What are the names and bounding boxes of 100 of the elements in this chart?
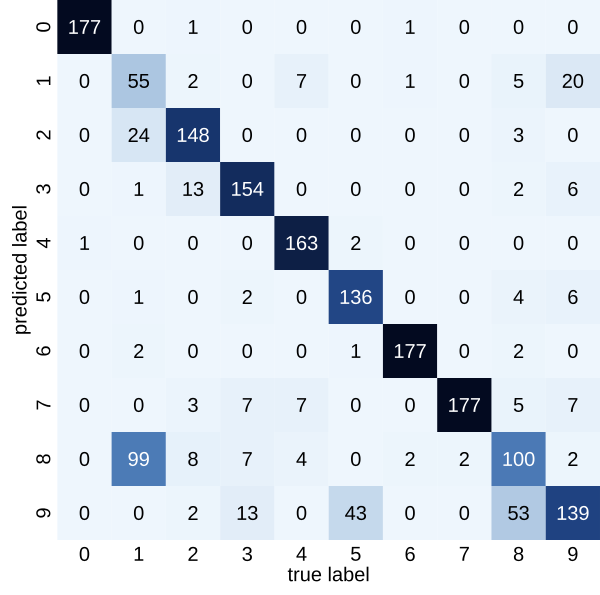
data-label: 0 [134, 398, 144, 412]
data-label: 0 [134, 236, 144, 250]
data-label: 0 [188, 236, 198, 250]
data-label: 0 [242, 344, 252, 358]
data-label: 0 [405, 236, 415, 250]
data-label: 0 [514, 20, 524, 34]
data-label: 0 [80, 398, 90, 412]
data-label: 7 [242, 398, 252, 412]
data-label: 0 [460, 236, 470, 250]
data-label: 0 [405, 398, 415, 412]
data-label: 0 [460, 20, 470, 34]
data-label: 0 [296, 182, 306, 196]
data-label: 2 [188, 74, 198, 88]
data-label: 0 [134, 506, 144, 520]
x-tick-label: 6 [406, 547, 415, 562]
data-label: 0 [80, 344, 90, 358]
data-label: 0 [188, 290, 198, 304]
data-label: 0 [351, 398, 361, 412]
data-label: 0 [514, 236, 524, 250]
data-label: 2 [568, 452, 578, 466]
data-label: 2 [406, 452, 415, 466]
data-label: 13 [183, 182, 204, 196]
data-label: 8 [188, 452, 198, 466]
data-label: 163 [286, 236, 318, 250]
data-label: 0 [460, 290, 470, 304]
data-label: 0 [242, 74, 252, 88]
data-label: 0 [242, 236, 252, 250]
data-label: 0 [242, 20, 252, 34]
data-label: 2 [351, 236, 360, 250]
data-label: 0 [80, 506, 90, 520]
data-label: 0 [80, 74, 90, 88]
data-label: 1 [134, 182, 144, 196]
data-label: 2 [134, 344, 144, 358]
data-label: 3 [514, 128, 524, 142]
data-label: 0 [80, 128, 90, 142]
x-tick-label: 0 [80, 547, 90, 562]
data-label: 0 [351, 182, 361, 196]
data-label: 177 [449, 398, 480, 412]
data-label: 99 [128, 452, 149, 466]
y-tick-label: 1 [36, 76, 50, 86]
x-tick-label: 1 [134, 547, 144, 561]
data-label: 7 [242, 452, 252, 466]
data-label: 4 [513, 290, 524, 304]
data-label: 154 [232, 182, 264, 196]
x-tick-label: 3 [242, 547, 252, 562]
data-label: 0 [568, 344, 578, 358]
data-label: 24 [128, 128, 150, 142]
data-label: 2 [242, 290, 252, 304]
data-label: 1 [406, 74, 415, 88]
data-label: 0 [134, 20, 144, 34]
data-label: 0 [351, 128, 361, 142]
data-label: 7 [568, 398, 578, 412]
x-tick-label: 8 [514, 547, 524, 562]
y-tick-label: 3 [36, 184, 50, 194]
data-label: 0 [405, 128, 415, 142]
y-tick-label: 2 [36, 130, 50, 140]
data-label: 0 [460, 506, 470, 520]
x-axis-title: true label [288, 566, 368, 582]
data-label: 2 [188, 506, 198, 520]
data-label: 7 [296, 398, 306, 412]
data-label: 0 [242, 128, 252, 142]
data-label: 0 [296, 506, 306, 520]
data-label: 43 [345, 506, 366, 520]
data-label: 0 [460, 74, 470, 88]
data-label: 4 [296, 452, 307, 466]
data-label: 2 [514, 182, 524, 196]
data-label: 0 [405, 182, 415, 196]
data-label: 55 [128, 74, 150, 88]
x-tick-label: 5 [351, 547, 361, 562]
x-tick-label: 2 [188, 547, 198, 562]
data-label: 136 [340, 290, 372, 304]
y-tick-label: 6 [36, 346, 50, 356]
data-label: 177 [394, 344, 426, 358]
data-label: 0 [296, 290, 306, 304]
data-label: 0 [351, 452, 361, 466]
data-label: 1 [406, 20, 415, 34]
data-label: 3 [188, 398, 198, 412]
data-label: 0 [405, 506, 415, 520]
data-label: 6 [568, 290, 578, 304]
data-label: 0 [351, 74, 361, 88]
data-label: 0 [188, 344, 198, 358]
data-label: 0 [568, 236, 578, 250]
data-label: 139 [558, 506, 589, 520]
data-label: 0 [80, 452, 90, 466]
data-label: 20 [562, 74, 584, 88]
x-tick-label: 4 [296, 547, 307, 561]
data-label: 1 [352, 344, 360, 358]
data-label: 148 [178, 128, 209, 142]
y-tick-label: 4 [36, 238, 50, 248]
y-tick-label: 5 [36, 292, 50, 302]
data-label: 0 [568, 20, 578, 34]
data-label: 177 [69, 20, 100, 34]
data-label: 2 [460, 452, 469, 466]
data-label: 1 [188, 20, 198, 34]
data-label: 6 [568, 182, 578, 196]
y-tick-label: 7 [36, 400, 50, 410]
data-label: 13 [238, 506, 258, 520]
data-label: 0 [460, 344, 470, 358]
data-label: 0 [296, 20, 306, 34]
x-tick-label: 9 [568, 547, 578, 562]
